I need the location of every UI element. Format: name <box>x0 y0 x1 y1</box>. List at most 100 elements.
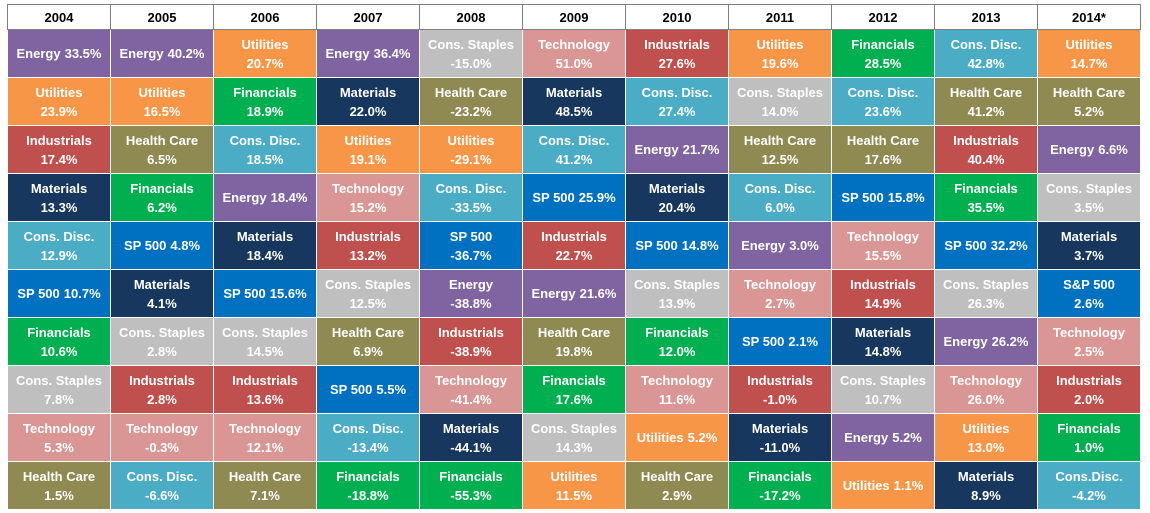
sector-return-value: 27.4% <box>658 103 696 119</box>
sector-name: Financials <box>233 84 297 100</box>
sector-name: Energy <box>448 276 494 292</box>
sector-return-cell: Cons. Staples 14.0% <box>728 77 832 126</box>
sector-name: Cons. Disc. <box>435 180 507 196</box>
sector-name: Cons. Disc. <box>23 228 95 244</box>
sector-name: Materials <box>339 84 397 100</box>
sector-name: Materials <box>648 180 706 196</box>
sector-return-value: 23.6% <box>864 103 902 119</box>
sector-return-value: 6.5% <box>147 151 177 167</box>
sector-return-value: 35.5% <box>967 199 1005 215</box>
sector-return-value: 25.9% <box>578 190 616 205</box>
sector-return-value: 17.6% <box>555 391 593 407</box>
sector-return-cell: Financials 35.5% <box>934 173 1038 222</box>
sector-returns-table: 2004 2005 2006 2007 2008 2009 2010 2011 2012 2013… <box>7 4 1141 510</box>
sector-name: Materials <box>133 276 191 292</box>
sector-return-value: 2.6% <box>1074 295 1104 311</box>
sector-return-cell: SP 500 14.8% <box>625 221 729 270</box>
sector-name: Cons. Disc. <box>744 180 816 196</box>
sector-name: Cons. Staples <box>222 324 308 340</box>
sector-return-value: 14.8% <box>681 238 719 253</box>
sector-return-cell: Utilities 19.6% <box>728 29 832 78</box>
sector-name: Industrials <box>26 132 92 148</box>
sector-return-value: -11.0% <box>759 439 801 455</box>
year-header: 2012 <box>831 4 935 30</box>
sector-name: SP 500 <box>123 238 167 253</box>
sector-return-cell: Health Care 12.5% <box>728 125 832 174</box>
sector-name: SP 500 <box>329 382 373 397</box>
sector-return-value: 26.3% <box>967 295 1005 311</box>
sector-name: Cons. Staples <box>634 276 720 292</box>
sector-name: Financials <box>130 180 194 196</box>
sector-name: SP 500 <box>841 190 884 205</box>
sector-return-value: 12.9% <box>40 247 78 263</box>
sector-return-cell: Technology 15.2% <box>316 173 420 222</box>
sector-name: Materials <box>545 84 603 100</box>
sector-name: Energy <box>943 334 988 349</box>
sector-return-cell: Materials 20.4% <box>625 173 729 222</box>
sector-name: Health Care <box>434 84 508 100</box>
sector-return-cell: Utilities 14.7% <box>1037 29 1141 78</box>
sector-name: SP 500 <box>741 334 785 349</box>
sector-return-value: 12.0% <box>658 343 696 359</box>
sector-name: SP 500 <box>944 238 987 253</box>
sector-return-cell: Utilities 13.0% <box>934 413 1038 462</box>
sector-return-cell: SP 500 -36.7% <box>419 221 523 270</box>
sector-name: Technology <box>435 372 507 388</box>
sector-name: Industrials <box>850 276 916 292</box>
sector-return-cell: Health Care -23.2% <box>419 77 523 126</box>
rank-row: Health Care 1.5% Cons. Disc. -6.6% Health Ca… <box>7 461 1141 510</box>
sector-name: Cons. Staples <box>943 276 1029 292</box>
sector-name: Cons. Staples <box>1046 180 1132 196</box>
sector-return-cell: Energy 36.4% <box>316 29 420 78</box>
sector-return-value: 6.2% <box>147 199 177 215</box>
sector-return-value: -36.7% <box>450 247 492 263</box>
sector-name: SP 500 <box>449 228 493 244</box>
sector-return-cell: Technology -41.4% <box>419 365 523 414</box>
sector-return-cell: Cons. Staples 26.3% <box>934 269 1038 318</box>
sector-name: Technology <box>641 372 713 388</box>
sector-return-value: 19.1% <box>349 151 387 167</box>
sector-return-value: 26.0% <box>967 391 1005 407</box>
sector-return-value: 36.4% <box>373 46 411 61</box>
sector-return-value: 26.2% <box>991 334 1029 349</box>
sector-return-value: 6.0% <box>765 199 795 215</box>
sector-return-cell: Materials 22.0% <box>316 77 420 126</box>
sector-return-value: 18.5% <box>246 151 284 167</box>
sector-name: Health Care <box>949 84 1023 100</box>
sector-return-value: 11.5% <box>555 487 593 503</box>
sector-return-cell: Cons. Staples 12.5% <box>316 269 420 318</box>
sector-return-cell: Health Care 7.1% <box>213 461 317 510</box>
sector-return-cell: Cons. Staples 14.3% <box>522 413 626 462</box>
sector-name: Financials <box>851 36 915 52</box>
sector-return-value: -55.3% <box>450 487 492 503</box>
sector-name: Cons. Disc. <box>641 84 713 100</box>
sector-return-value: 14.0% <box>761 103 799 119</box>
sector-return-cell: Energy 3.0% <box>728 221 832 270</box>
sector-return-value: 28.5% <box>864 55 902 71</box>
sector-return-cell: Cons. Staples -15.0% <box>419 29 523 78</box>
sector-return-value: 22.7% <box>555 247 593 263</box>
sector-return-cell: Health Care 41.2% <box>934 77 1038 126</box>
sector-return-value: 2.1% <box>788 334 819 349</box>
sector-return-value: -29.1% <box>450 151 492 167</box>
sector-name: Technology <box>126 420 198 436</box>
sector-return-cell: Utilities 1.1% <box>831 461 935 510</box>
sector-return-value: 27.6% <box>658 55 696 71</box>
sector-return-value: 48.5% <box>555 103 593 119</box>
sector-return-cell: Cons. Disc. 12.9% <box>7 221 111 270</box>
sector-return-value: 8.9% <box>971 487 1001 503</box>
sector-name: Materials <box>854 324 912 340</box>
sector-return-value: -18.8% <box>347 487 389 503</box>
sector-name: Technology <box>847 228 919 244</box>
year-header: 2010 <box>625 4 729 30</box>
sector-name: Materials <box>236 228 294 244</box>
sector-return-value: 13.9% <box>658 295 696 311</box>
sector-return-cell: Industrials -1.0% <box>728 365 832 414</box>
sector-name: Utilities <box>756 36 804 52</box>
sector-return-cell: Technology 26.0% <box>934 365 1038 414</box>
rank-row: SP 500 10.7% Materials 4.1% SP 500 15.6% Cons.… <box>7 269 1141 318</box>
sector-name: Technology <box>23 420 95 436</box>
sector-name: Financials <box>542 372 606 388</box>
sector-name: Industrials <box>541 228 607 244</box>
sector-return-value: 11.6% <box>658 391 696 407</box>
